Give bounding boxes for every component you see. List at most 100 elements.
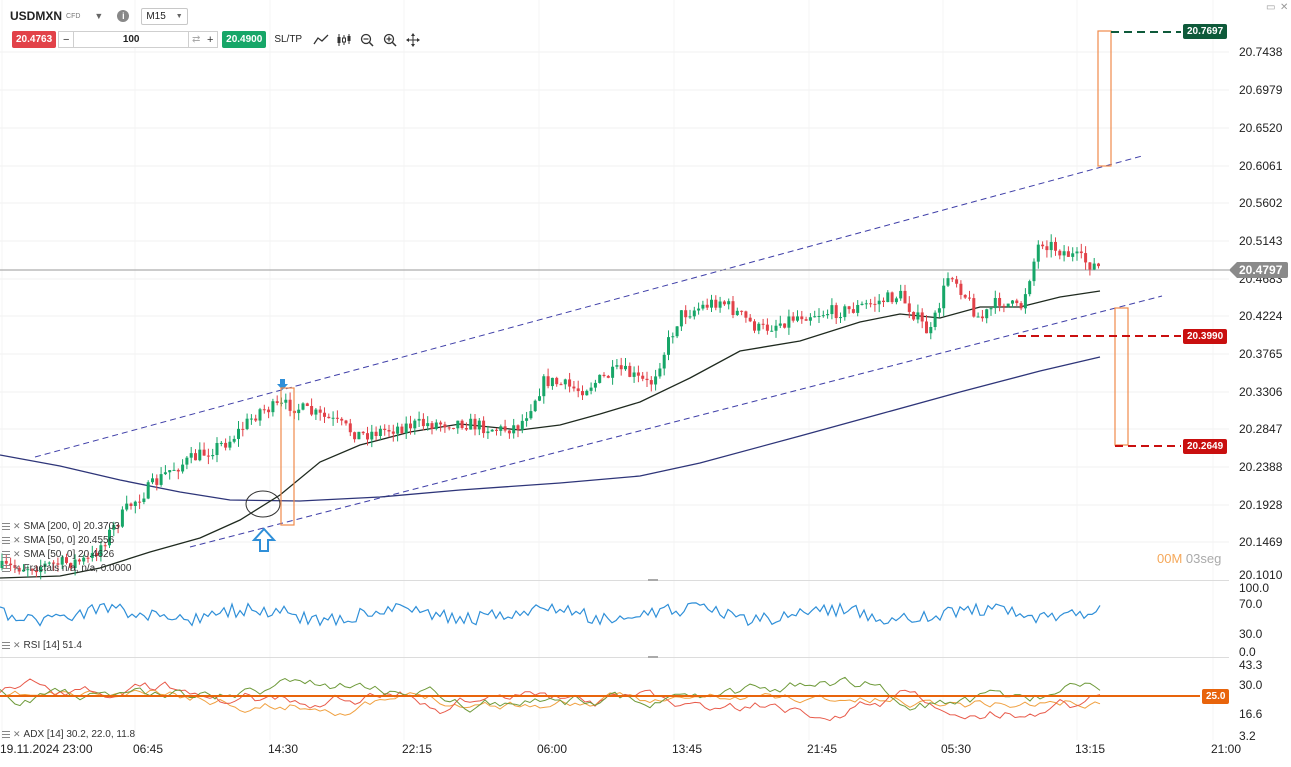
candle-body [198,449,202,461]
candle-body [920,312,924,322]
settings-icon[interactable] [2,642,10,649]
target-tag[interactable]: 20.2649 [1183,439,1228,454]
candle-body [903,290,907,304]
candle-body [606,375,610,378]
candlestick-icon[interactable] [335,31,353,48]
candle-body [684,310,688,318]
candle-body [851,309,855,313]
candle-body [955,279,959,284]
candle-body [125,503,129,510]
candle-body [1023,294,1027,309]
zoom-out-icon[interactable] [358,31,376,48]
settings-icon[interactable] [2,537,10,544]
candle-body [890,292,894,303]
candle-body [804,319,808,321]
candle-body [288,399,292,411]
adx-minus-di-line [0,678,1101,722]
pane-separator [0,657,1229,658]
settings-icon[interactable] [2,731,10,738]
candle-body [667,337,670,355]
candle-body [211,455,215,457]
time-axis-label: 06:00 [537,742,568,756]
pane-resize-handle[interactable] [648,656,658,658]
candle-body [1045,246,1049,251]
candle-body [847,306,851,310]
pane-resize-handle[interactable] [648,579,658,581]
line-chart-icon[interactable] [312,31,330,48]
candle-body [727,301,731,305]
sell-signal-arrow-icon [277,379,288,390]
candle-body [585,390,589,396]
candle-body [882,300,885,303]
candle-body [77,559,81,562]
time-axis-label: 13:45 [672,742,703,756]
chevron-down-icon[interactable]: ▼ [94,11,104,21]
candle-body [224,442,228,448]
zoom-in-icon[interactable] [381,31,399,48]
candle-body [258,409,262,421]
candle-body [731,301,735,315]
sell-button[interactable]: 20.4763 [12,31,57,48]
legend-sma200-label: SMA [200, 0] 20.3703 [23,521,120,532]
remove-indicator-icon[interactable]: ✕ [13,549,21,559]
candle-body [120,509,124,527]
candle-body [0,560,4,568]
candle-body [331,417,335,419]
remove-indicator-icon[interactable]: ✕ [13,521,21,531]
remove-indicator-icon[interactable]: ✕ [13,729,21,739]
price-axis-label: 20.6979 [1239,83,1283,97]
swap-icon[interactable]: ⇄ [191,34,201,45]
crosshair-move-icon[interactable] [404,31,422,48]
stop-loss-tag[interactable]: 20.3990 [1183,329,1228,344]
time-axis-label: 22:15 [402,742,433,756]
candle-body [710,299,713,308]
candle-body [675,326,679,337]
close-icon[interactable]: ✕ [1280,2,1289,13]
candle-body [159,474,163,485]
quantity-input[interactable] [73,32,190,47]
candle-body [142,498,146,502]
settings-icon[interactable] [2,565,10,572]
candle-body [65,557,68,563]
timeframe-select[interactable]: M15 ▼ [141,7,188,25]
take-profit-tag[interactable]: 20.7697 [1183,24,1228,39]
candle-body [383,428,387,430]
candle-body [90,553,94,558]
candle-body [396,426,400,434]
candle-body [593,382,597,388]
candle-body [821,315,825,317]
candle-body [985,309,989,319]
info-icon[interactable]: i [117,10,130,22]
remove-indicator-icon[interactable]: ✕ [13,535,21,545]
settings-icon[interactable] [2,551,10,558]
sltp-button[interactable]: SL/TP [274,34,303,45]
candle-body [1054,241,1057,251]
symbol-name[interactable]: USDMXN [10,9,63,23]
candle-body [912,311,916,320]
candle-body [843,306,847,318]
candle-body [22,569,25,572]
candle-body [929,327,933,334]
buy-button[interactable]: 20.4900 [222,31,267,48]
candle-body [374,431,378,436]
candle-body [542,376,546,397]
adx-level-tag[interactable]: 25.0 [1202,689,1230,704]
instrument-type-badge: CFD [66,12,81,20]
decrease-quantity-button[interactable]: − [62,33,70,46]
candle-body [873,303,877,305]
legend-sma50b-label: SMA [50, 0] 20.4626 [23,549,115,560]
settings-icon[interactable] [2,523,10,530]
measure-box [280,387,295,526]
time-axis-label: 14:30 [268,742,299,756]
rsi-axis-label: 0.0 [1239,645,1256,659]
remove-indicator-icon[interactable]: ✕ [13,640,21,650]
minimize-icon[interactable]: ▭ [1266,2,1276,13]
pane-separator [0,580,1229,581]
remove-indicator-icon[interactable]: ✕ [13,563,21,573]
channel-upper-line [34,155,1143,458]
chevron-down-icon: ▼ [175,12,183,20]
candle-body [826,314,830,316]
candle-body [194,453,197,461]
increase-quantity-button[interactable]: + [206,33,214,46]
